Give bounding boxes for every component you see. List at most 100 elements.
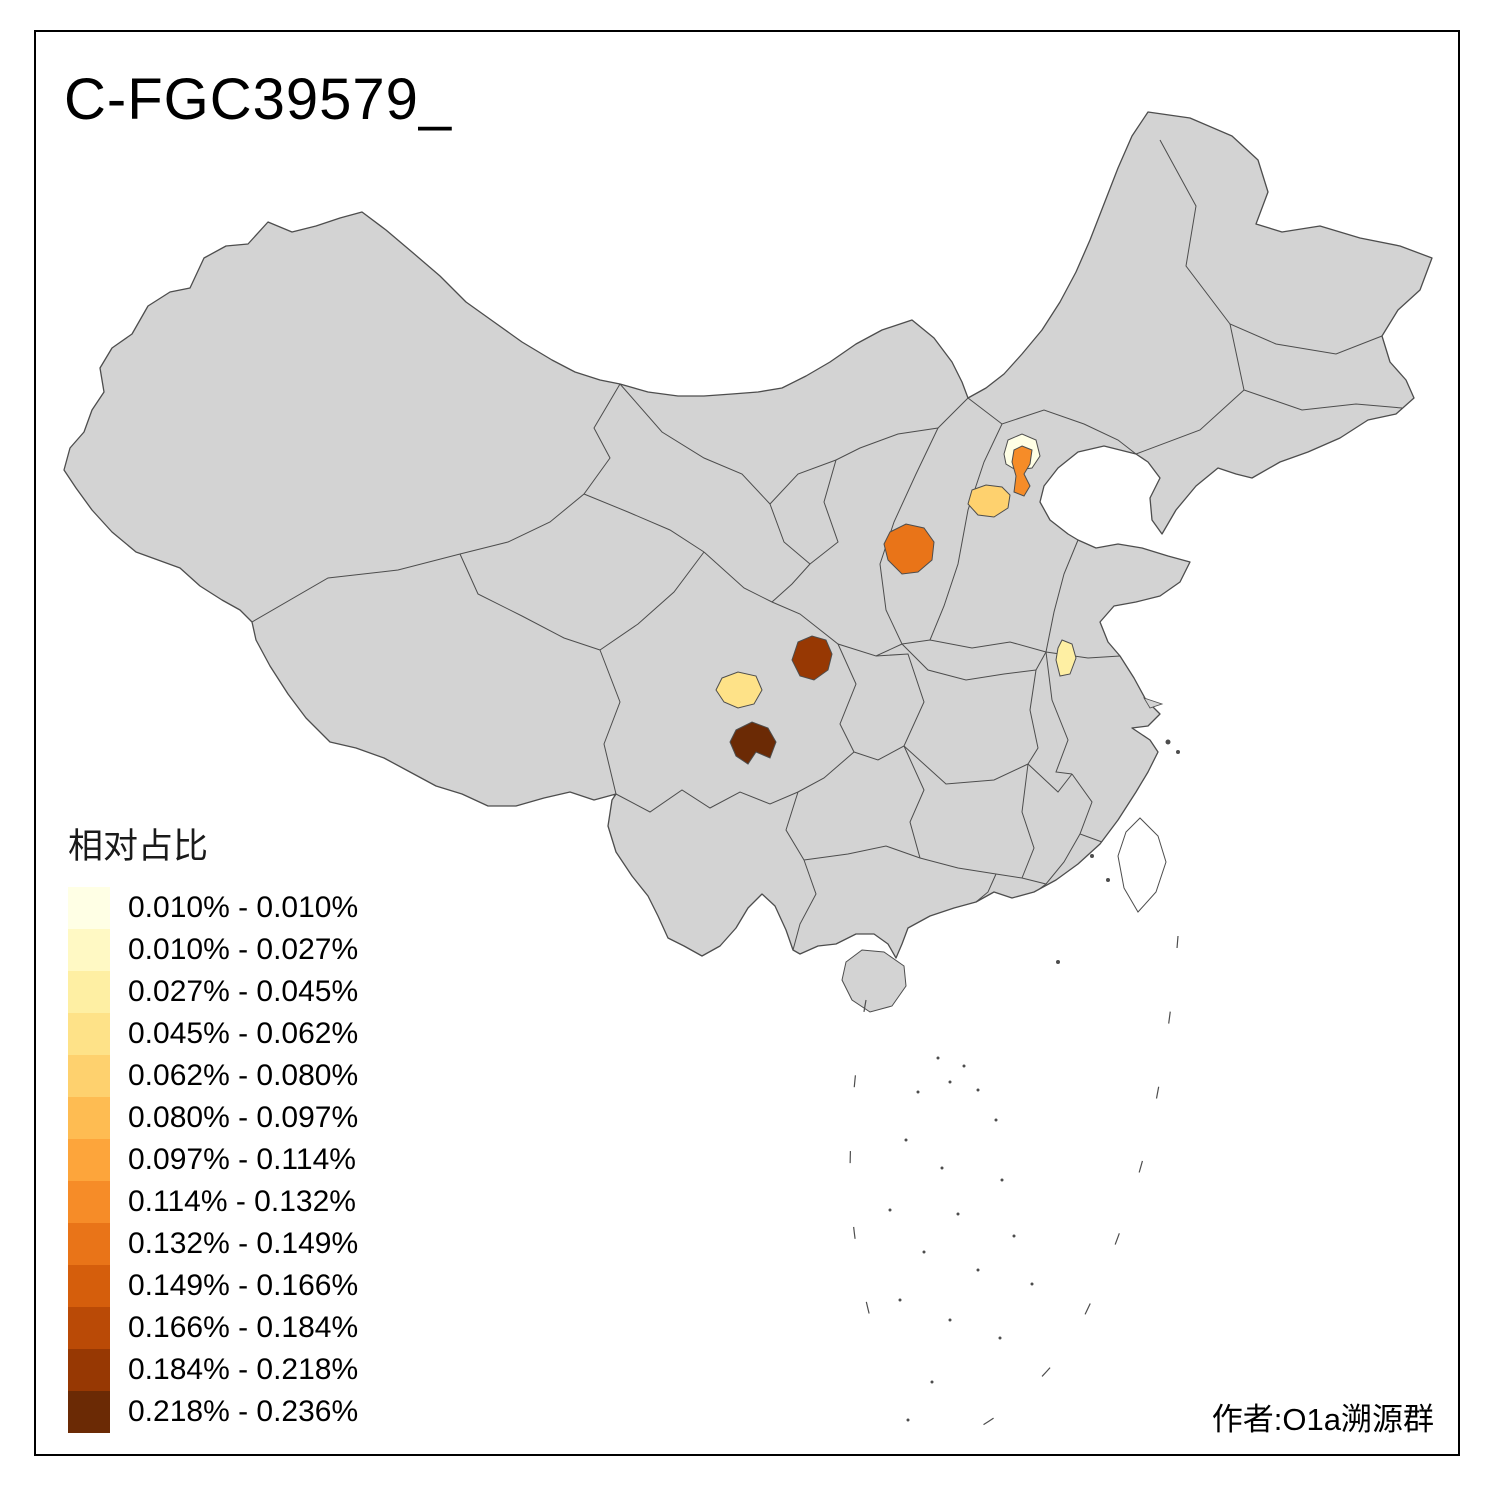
highlighted-region-5 [791,635,833,681]
island-dot [994,1118,998,1122]
province-border [599,551,705,651]
highlighted-region-6 [715,671,763,709]
legend-item: 0.184% - 0.218% [68,1349,358,1391]
legend-swatch [68,1181,110,1223]
province-border [919,857,1023,879]
legend-swatch [68,1391,110,1433]
province-border [797,751,855,793]
legend-label: 0.027% - 0.045% [128,975,359,1008]
province-border [459,553,601,651]
legend-swatch [68,1013,110,1055]
province-border [901,643,1037,681]
legend-label: 0.010% - 0.010% [128,891,359,924]
island-dot [1165,739,1171,745]
province-border [771,563,811,603]
province-border [1035,651,1047,671]
legend-swatch [68,1307,110,1349]
island-dot [1000,1178,1004,1182]
island-dot [1090,854,1094,858]
mainland-outline [63,111,1433,959]
island-dot [1030,1282,1034,1286]
coastal-island-dots [1056,739,1180,964]
legend-swatch [68,971,110,1013]
province-border [599,649,621,795]
province-border [853,653,925,761]
highlighted-region-2 [1011,445,1033,497]
legend-item: 0.097% - 0.114% [68,1139,358,1181]
island-dot [936,1056,940,1060]
province-border [1045,539,1079,653]
island-dot [904,1138,908,1142]
island-dot [976,1268,980,1272]
legend-label: 0.218% - 0.236% [128,1395,359,1428]
dash-line-west [849,999,881,1353]
legend-swatch [68,1223,110,1265]
province-border [1045,651,1073,775]
province-border [1027,763,1073,793]
province-border [967,397,1137,455]
legend-swatch [68,1055,110,1097]
highlighted-region-7 [729,721,777,765]
island-dot [898,1298,902,1302]
legend-item: 0.166% - 0.184% [68,1307,358,1349]
legend-label: 0.149% - 0.166% [128,1269,359,1302]
legend-item: 0.080% - 0.097% [68,1097,358,1139]
province-border [619,383,969,505]
island-dot [998,1336,1002,1340]
legend-label: 0.097% - 0.114% [128,1143,356,1176]
province-border [1037,833,1081,891]
legend-item: 0.218% - 0.236% [68,1391,358,1433]
legend-swatch [68,1265,110,1307]
province-border [769,459,839,565]
coastal-islet [1143,697,1164,709]
legend-label: 0.166% - 0.184% [128,1311,359,1344]
highlighted-region-4 [883,523,935,575]
province-border [837,643,857,753]
island-dot [906,1418,910,1422]
island-dot [962,1064,966,1068]
province-border [583,493,705,553]
province-border [1229,323,1403,411]
legend-item: 0.045% - 0.062% [68,1013,358,1055]
island-dot [1056,960,1060,964]
legend-item: 0.010% - 0.027% [68,929,358,971]
island-dot [956,1212,960,1216]
province-border [903,745,1029,785]
legend-swatch [68,1097,110,1139]
highlighted-region-3 [967,484,1011,518]
legend-label: 0.114% - 0.132% [128,1185,356,1218]
island-dot [916,1090,920,1094]
legend-swatch [68,929,110,971]
province-border [615,789,799,813]
hainan-island [841,949,907,1013]
island-dot [948,1318,952,1322]
province-border [785,791,805,861]
taiwan-island [1117,817,1167,913]
legend-item: 0.114% - 0.132% [68,1181,358,1223]
island-dot [930,1380,934,1384]
legend-item: 0.010% - 0.010% [68,887,358,929]
island-dot [1012,1234,1016,1238]
legend-label: 0.132% - 0.149% [128,1227,359,1260]
legend-item: 0.149% - 0.166% [68,1265,358,1307]
legend-swatch [68,1139,110,1181]
island-dot [940,1166,944,1170]
highlighted-region-8 [1055,639,1077,677]
province-border [1071,773,1103,843]
province-border [901,639,1047,653]
plot-title: C-FGC39579_ [64,67,453,132]
province-border [1135,389,1245,455]
province-border [1027,669,1039,765]
island-dot [888,1208,892,1212]
legend-label: 0.080% - 0.097% [128,1101,359,1134]
south-china-sea-islands [888,1056,1034,1422]
province-border [903,745,925,859]
legend-label: 0.045% - 0.062% [128,1017,359,1050]
island-dot [948,1080,952,1084]
province-border [929,423,1003,641]
legend-swatch [68,887,110,929]
dash-line-east [949,935,1179,1443]
island-dot [1106,878,1110,882]
